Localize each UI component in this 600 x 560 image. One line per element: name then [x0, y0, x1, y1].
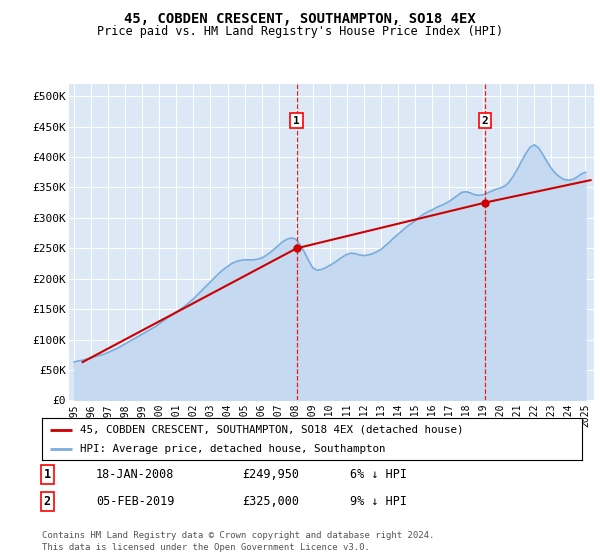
- Text: Contains HM Land Registry data © Crown copyright and database right 2024.: Contains HM Land Registry data © Crown c…: [42, 531, 434, 540]
- Text: 2: 2: [44, 494, 51, 507]
- Text: HPI: Average price, detached house, Southampton: HPI: Average price, detached house, Sout…: [80, 444, 385, 454]
- Text: £249,950: £249,950: [242, 468, 299, 481]
- Text: 45, COBDEN CRESCENT, SOUTHAMPTON, SO18 4EX (detached house): 45, COBDEN CRESCENT, SOUTHAMPTON, SO18 4…: [80, 424, 463, 435]
- Text: 45, COBDEN CRESCENT, SOUTHAMPTON, SO18 4EX: 45, COBDEN CRESCENT, SOUTHAMPTON, SO18 4…: [124, 12, 476, 26]
- Text: 1: 1: [293, 115, 300, 125]
- Text: 9% ↓ HPI: 9% ↓ HPI: [350, 494, 407, 507]
- Text: 6% ↓ HPI: 6% ↓ HPI: [350, 468, 407, 481]
- Text: 2: 2: [481, 115, 488, 125]
- Text: Price paid vs. HM Land Registry's House Price Index (HPI): Price paid vs. HM Land Registry's House …: [97, 25, 503, 38]
- Text: 1: 1: [44, 468, 51, 481]
- Text: £325,000: £325,000: [242, 494, 299, 507]
- Text: 18-JAN-2008: 18-JAN-2008: [96, 468, 175, 481]
- Text: This data is licensed under the Open Government Licence v3.0.: This data is licensed under the Open Gov…: [42, 543, 370, 552]
- Text: 05-FEB-2019: 05-FEB-2019: [96, 494, 175, 507]
